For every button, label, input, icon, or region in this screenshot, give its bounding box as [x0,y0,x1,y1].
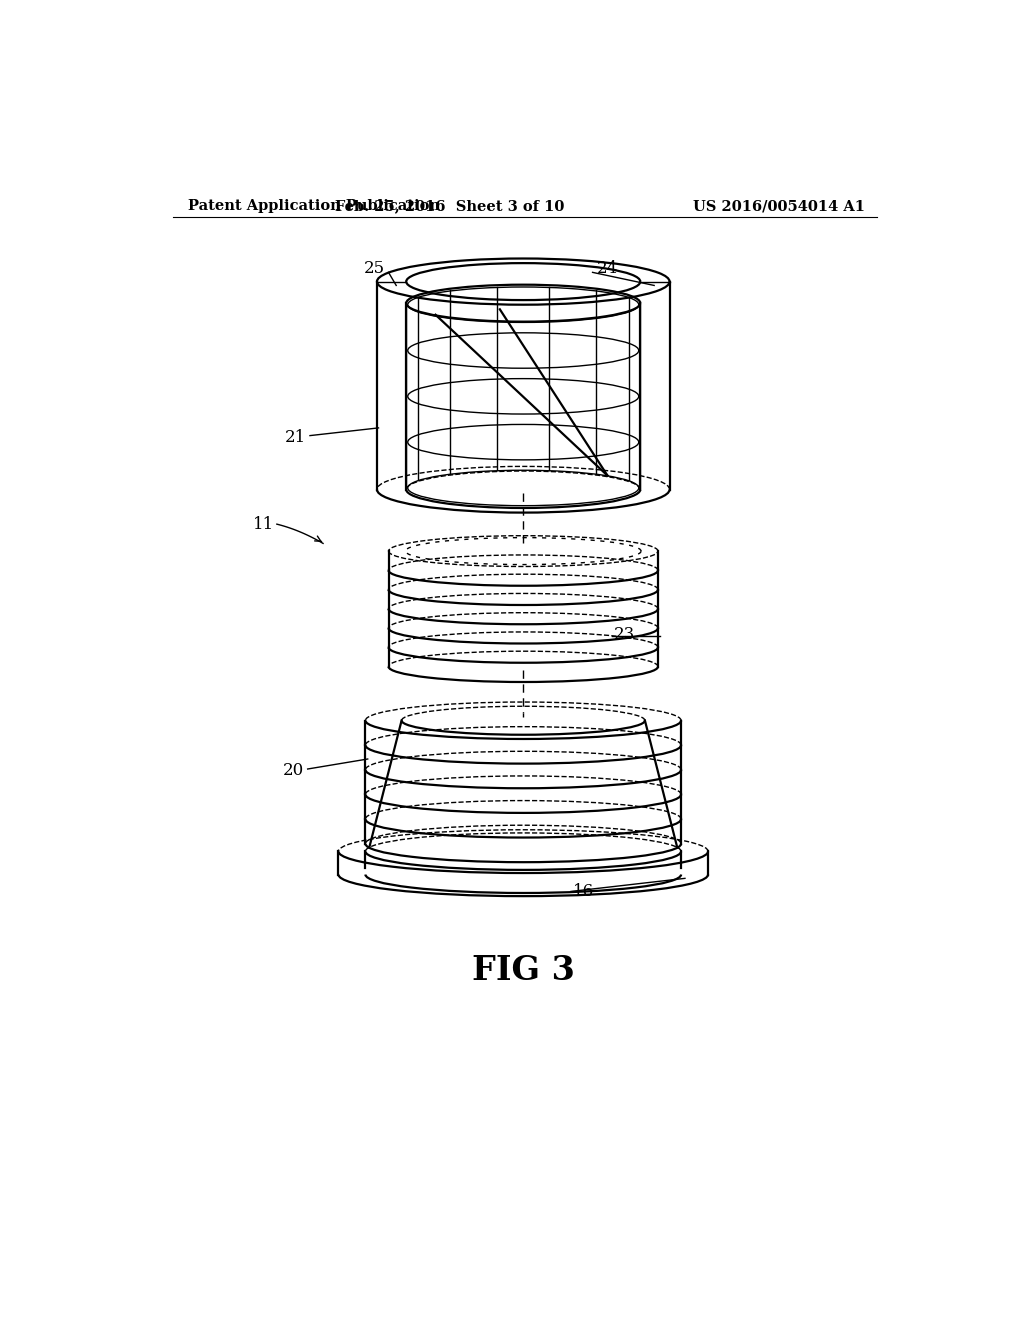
Text: 20: 20 [283,762,304,779]
Text: 23: 23 [614,626,635,643]
Text: FIG 3: FIG 3 [472,954,574,987]
Text: 16: 16 [573,883,595,900]
Text: US 2016/0054014 A1: US 2016/0054014 A1 [692,199,864,213]
Text: 11: 11 [253,516,274,533]
Text: 24: 24 [596,260,617,277]
Text: 21: 21 [285,429,306,446]
Text: Patent Application Publication: Patent Application Publication [188,199,440,213]
Text: Feb. 25, 2016  Sheet 3 of 10: Feb. 25, 2016 Sheet 3 of 10 [336,199,565,213]
Text: 25: 25 [364,260,385,277]
